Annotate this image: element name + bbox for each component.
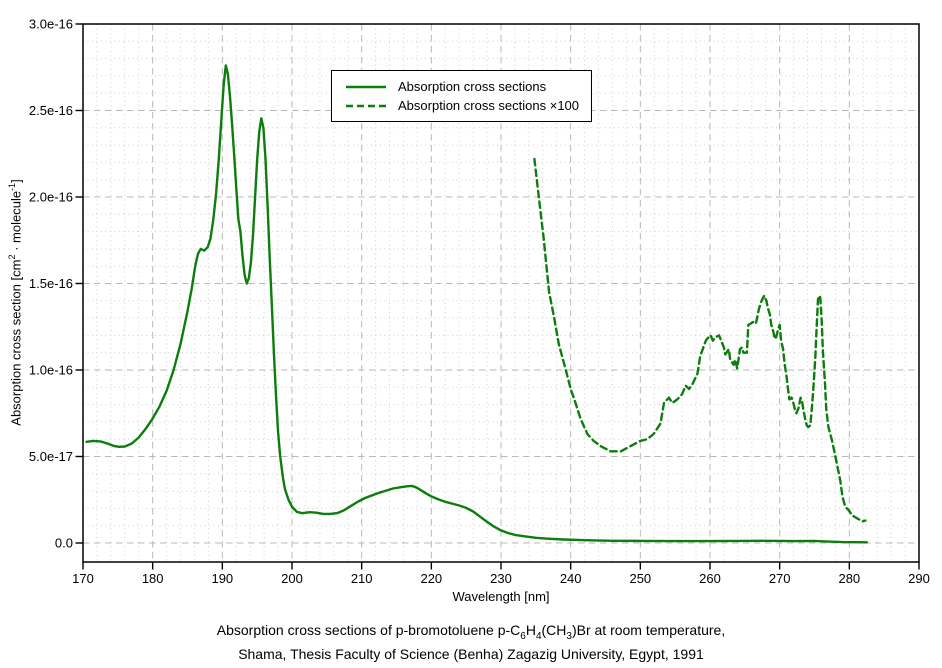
y-axis-title-sup-minus1: -1	[7, 182, 18, 191]
y-tick-label: 2.0e-16	[29, 190, 73, 205]
solid-line-sample	[346, 85, 386, 88]
y-axis-title-text: Absorption cross section [cm	[8, 259, 24, 426]
y-tick-label: 0.0	[55, 536, 73, 551]
x-tick-label: 240	[560, 571, 582, 586]
x-tick-label: 270	[769, 571, 791, 586]
chart-caption: Absorption cross sections of p-bromotolu…	[0, 618, 942, 666]
x-tick-label: 280	[838, 571, 860, 586]
y-tick-label: 2.5e-16	[29, 103, 73, 118]
y-tick-label: 1.5e-16	[29, 276, 73, 291]
legend-item-cross-sections-x100: Absorption cross sections ×100	[345, 98, 581, 113]
x-tick-label: 190	[211, 571, 233, 586]
legend-label-cross-sections-x100: Absorption cross sections ×100	[398, 98, 580, 113]
caption-line-2: Shama, Thesis Faculty of Science (Benha)…	[238, 646, 704, 662]
y-axis-title-sup2: 2	[7, 254, 18, 260]
x-tick-label: 250	[629, 571, 651, 586]
x-tick-label: 210	[351, 571, 373, 586]
x-tick-label: 170	[72, 571, 94, 586]
x-axis-title: Wavelength [nm]	[452, 589, 550, 604]
x-tick-label: 230	[490, 571, 512, 586]
legend-label-cross-sections: Absorption cross sections	[398, 79, 547, 94]
legend-item-cross-sections: Absorption cross sections	[345, 79, 581, 94]
x-tick-label: 220	[420, 571, 442, 586]
y-tick-label: 5.0e-17	[29, 449, 73, 464]
series-x100	[533, 157, 867, 523]
axis-ticks	[75, 23, 920, 570]
series-solid	[85, 64, 868, 544]
y-axis-title-text: · molecule	[8, 190, 24, 255]
chart-legend: Absorption cross sections Absorption cro…	[331, 70, 592, 122]
x-tick-label: 180	[142, 571, 164, 586]
x-tick-label: 290	[908, 571, 930, 586]
x-tick-label: 260	[699, 571, 721, 586]
x-tick-label: 200	[281, 571, 303, 586]
axis-tick-labels: 170 180 190 200 210 220 230 240 250 260 270 280 290 0…	[29, 17, 930, 587]
caption-line-1: Absorption cross sections of p-bromotolu…	[216, 622, 726, 642]
dashed-line-sample	[346, 104, 386, 107]
y-tick-label: 3.0e-16	[29, 17, 73, 32]
chart-canvas: 170 180 190 200 210 220 230 240 250 260 270 280 290 0…	[29, 17, 930, 587]
y-tick-label: 1.0e-16	[29, 363, 73, 378]
y-axis-title-text: ]	[8, 179, 24, 183]
y-axis-title: Absorption cross section [cm2 · molecule…	[7, 93, 24, 513]
